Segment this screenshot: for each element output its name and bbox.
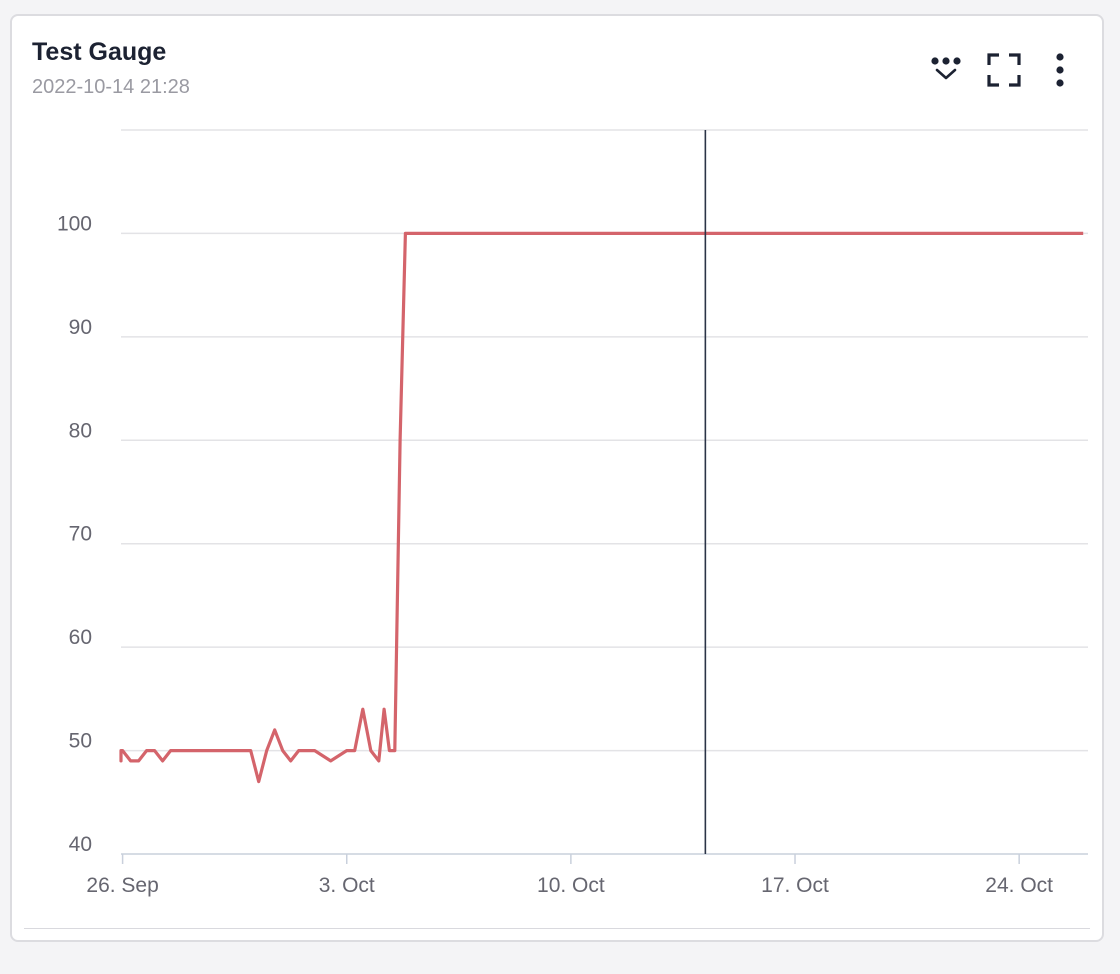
y-tick-label-60: 60	[69, 626, 92, 649]
chart-title: Test Gauge	[32, 38, 167, 66]
card-footer-divider	[24, 928, 1090, 929]
y-tick-label-90: 90	[69, 316, 92, 339]
x-tick-label-1: 3. Oct	[319, 874, 375, 897]
chart-timestamp: 2022-10-14 21:28	[32, 76, 190, 98]
x-tick-label-3: 17. Oct	[761, 874, 829, 897]
dots-chevron-icon[interactable]	[926, 50, 966, 90]
y-tick-label-80: 80	[69, 419, 92, 442]
y-tick-label-100: 100	[57, 212, 92, 235]
series-line-0	[119, 231, 1084, 784]
x-tick-label-2: 10. Oct	[537, 874, 605, 897]
more-vertical-icon[interactable]	[1040, 50, 1080, 90]
y-tick-label-40: 40	[69, 833, 92, 856]
y-tick-label-50: 50	[69, 730, 92, 753]
chart-card: Test Gauge 2022-10-14 21:28	[10, 14, 1104, 942]
y-tick-label-70: 70	[69, 523, 92, 546]
x-tick-label-4: 24. Oct	[985, 874, 1053, 897]
x-tick-label-0: 26. Sep	[86, 874, 158, 897]
fullscreen-icon[interactable]	[984, 50, 1024, 90]
